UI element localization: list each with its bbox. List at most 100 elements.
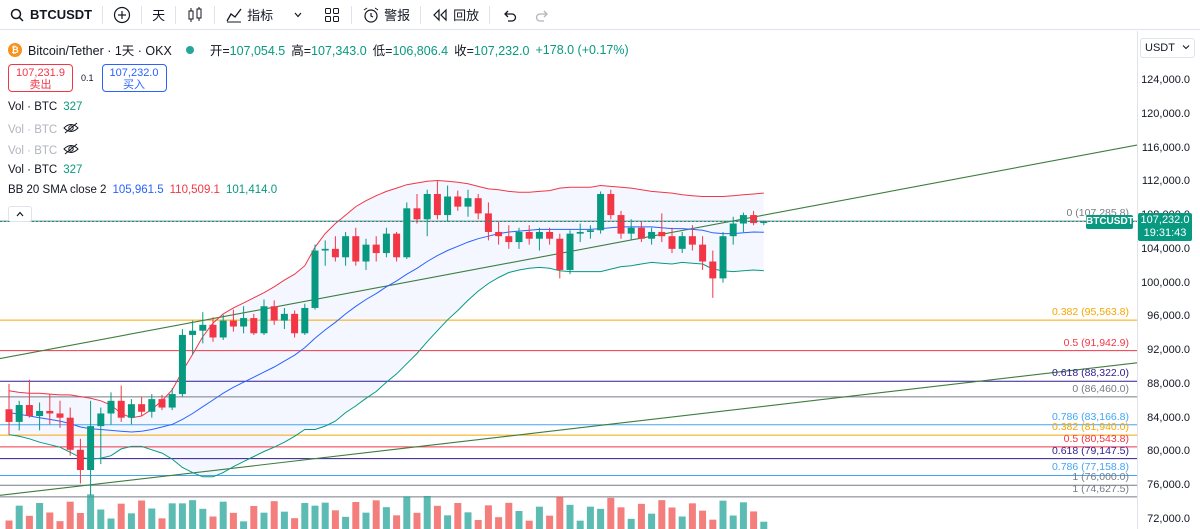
indicator-volume-4[interactable]: Vol · BTC 327 <box>8 164 82 176</box>
volume-bar <box>556 496 564 529</box>
volume-bar <box>5 520 13 529</box>
chart-pane[interactable] <box>0 31 1137 529</box>
volume-bar <box>546 515 554 529</box>
candle-body <box>301 307 309 334</box>
interval-button[interactable]: 天 <box>144 0 173 30</box>
volume-bar <box>515 511 523 529</box>
divider <box>102 5 104 24</box>
add-circle-icon <box>113 6 131 24</box>
indicator-volume-3[interactable]: Vol · BTC <box>8 143 79 158</box>
layouts-button[interactable] <box>315 0 349 30</box>
price-axis[interactable]: 124,000.0120,000.0116,000.0112,000.0108,… <box>1137 31 1200 529</box>
candle-body <box>342 236 350 258</box>
symbol-title[interactable]: Bitcoin/Tether · 1天 · OKX <box>28 44 172 58</box>
volume-bar <box>464 512 472 529</box>
price-chart[interactable] <box>0 31 1137 529</box>
volume-bar <box>280 511 288 529</box>
candle-body <box>331 248 339 258</box>
candle-body <box>515 231 523 243</box>
volume-bar <box>413 512 421 529</box>
candle-body <box>219 320 227 338</box>
candle-body <box>484 213 492 232</box>
fib-level-label: 0 (86,460.0) <box>1072 382 1129 395</box>
indicators-button[interactable]: 指标 <box>217 0 281 30</box>
candle-body <box>495 231 503 237</box>
symbol-price-tag: BTCUSDT <box>1086 215 1134 229</box>
volume-bar <box>566 504 574 529</box>
alarm-clock-icon <box>362 6 380 24</box>
indicator-name: Vol · BTC <box>8 164 58 176</box>
volume-bar <box>270 501 278 529</box>
volume-bar <box>444 515 452 529</box>
volume-bar <box>301 503 309 529</box>
fib-level-label: 0.618 (79,147.5) <box>1051 444 1129 457</box>
redo-button[interactable] <box>526 0 560 30</box>
volume-bar <box>240 521 248 529</box>
candle-body <box>66 417 74 450</box>
chart-type-button[interactable] <box>178 0 212 30</box>
volume-bar <box>352 502 360 529</box>
volume-bar <box>66 501 74 529</box>
candle-body <box>280 313 288 321</box>
candle-body <box>36 410 44 417</box>
sell-button[interactable]: 107,231.9 卖出 <box>8 64 73 92</box>
fib-level-label: 0.5 (80,543.8) <box>1063 432 1129 445</box>
alert-label: 警报 <box>384 8 411 23</box>
candle-body <box>189 330 197 335</box>
indicator-volume-1[interactable]: Vol · BTC 327 <box>8 101 82 113</box>
price-axis-tick: 124,000.0 <box>1141 74 1190 86</box>
eye-hidden-icon[interactable] <box>63 122 79 137</box>
eye-hidden-icon[interactable] <box>63 143 79 158</box>
ohlc-open: 开=107,054.5 <box>209 44 286 58</box>
symbol-search[interactable]: BTCUSDT <box>0 0 100 30</box>
volume-bar <box>454 503 462 529</box>
indicator-name: BB 20 SMA close 2 <box>8 184 107 196</box>
fib-level-label: 0.618 (88,322.0) <box>1051 367 1129 380</box>
indicator-bollinger[interactable]: BB 20 SMA close 2 105,961.5 110,509.1 10… <box>8 184 277 196</box>
replay-button[interactable]: 回放 <box>423 0 487 30</box>
candle-countdown: 19:31:43 <box>1143 227 1187 239</box>
price-axis-tick: 100,000.0 <box>1141 276 1190 289</box>
indicator-volume-2[interactable]: Vol · BTC <box>8 122 79 137</box>
candle-body <box>597 193 605 231</box>
currency-select[interactable]: USDT <box>1140 38 1195 58</box>
candle-body <box>291 313 299 334</box>
indicators-dropdown[interactable] <box>281 0 315 30</box>
volume-bar <box>505 502 513 529</box>
candle-body <box>178 334 186 395</box>
candle-body <box>750 215 758 224</box>
volume-bar <box>36 503 44 529</box>
candle-body <box>260 306 268 334</box>
replay-label: 回放 <box>453 8 480 23</box>
candle-body <box>556 238 564 270</box>
collapse-legend-button[interactable] <box>8 206 32 222</box>
undo-button[interactable] <box>492 0 526 30</box>
ohlc-high: 高=107,343.0 <box>291 44 367 58</box>
grid-layout-icon <box>323 6 341 24</box>
sell-label: 卖出 <box>29 79 52 91</box>
candle-body <box>25 405 33 417</box>
volume-bar <box>495 517 503 529</box>
volume-bar <box>25 515 33 529</box>
compare-button[interactable] <box>105 0 139 30</box>
candle-body <box>566 233 574 270</box>
volume-bar <box>76 513 84 529</box>
candle-body <box>352 236 360 262</box>
buy-button[interactable]: 107,232.0 买入 <box>101 64 167 92</box>
fib-level-label: 1 (76,000.0) <box>1072 471 1129 484</box>
price-axis-tick: 96,000.0 <box>1147 310 1190 323</box>
price-axis-tick: 76,000.0 <box>1147 479 1190 492</box>
symbol-label: BTCUSDT <box>30 7 93 22</box>
alert-button[interactable]: 警报 <box>354 0 418 30</box>
volume-bar <box>627 518 635 529</box>
volume-bar <box>739 502 747 529</box>
bb-basis-line <box>8 226 764 433</box>
volume-bar <box>474 520 482 529</box>
volume-bar <box>525 520 533 529</box>
ohlc-low: 低=106,806.4 <box>372 44 449 58</box>
fib-level-label: 1 (74,627.5) <box>1072 482 1129 495</box>
candle-body <box>158 399 166 408</box>
volume-bar <box>403 496 411 529</box>
candle-body <box>403 208 411 258</box>
candle-body <box>627 227 635 234</box>
